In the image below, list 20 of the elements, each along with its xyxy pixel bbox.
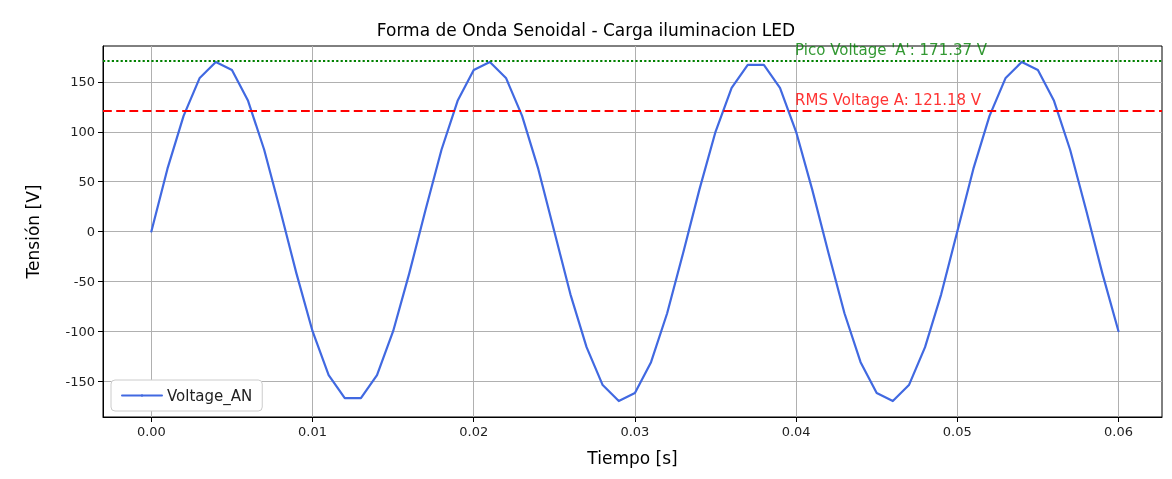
x-tick-label: 0.00 [136,424,166,439]
y-tick-label: -150 [65,373,95,389]
x-tick-label: 0.04 [781,424,811,439]
y-tick-label: -50 [73,273,95,289]
y-tick-label: -100 [65,323,95,339]
x-tick-label: 0.01 [298,424,328,439]
x-axis-title: Tiempo [s] [586,447,678,468]
y-tick-label: 100 [70,124,95,140]
chart-title: Forma de Onda Senoidal - Carga iluminacion LED [376,19,796,40]
x-tick-label: 0.05 [942,424,972,439]
annotation: RMS Voltage A: 121.18 V [795,90,982,109]
line-series [150,60,1120,403]
x-tick-label: 0.03 [620,424,650,439]
x-tick-label: 0.06 [1104,424,1133,439]
x-tick-label: 0.02 [459,424,489,439]
y-axis-title: Tensión [V] [22,184,43,280]
y-tick-label: 50 [78,174,95,190]
legend-label: Voltage_AN [167,386,253,406]
y-tick-label: 0 [86,224,95,239]
y-tick-label: 150 [70,74,95,90]
